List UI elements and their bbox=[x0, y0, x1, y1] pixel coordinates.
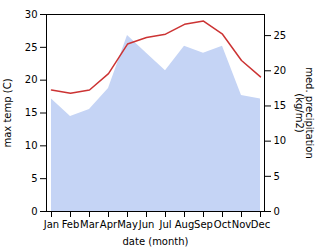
svg-text:Jan: Jan bbox=[43, 219, 59, 230]
svg-text:Sep: Sep bbox=[194, 219, 213, 230]
svg-text:0: 0 bbox=[31, 206, 37, 217]
svg-text:med. precipitation(kg/m2): med. precipitation(kg/m2) bbox=[294, 67, 315, 159]
svg-text:15: 15 bbox=[274, 100, 287, 111]
svg-text:Mar: Mar bbox=[80, 219, 100, 230]
svg-text:10: 10 bbox=[274, 135, 287, 146]
svg-text:Jun: Jun bbox=[138, 219, 155, 230]
svg-text:May: May bbox=[117, 219, 138, 230]
svg-text:10: 10 bbox=[25, 140, 38, 151]
svg-text:max temp (C): max temp (C) bbox=[2, 78, 13, 147]
svg-text:Nov: Nov bbox=[232, 219, 252, 230]
svg-text:20: 20 bbox=[274, 65, 287, 76]
svg-text:30: 30 bbox=[25, 9, 38, 20]
svg-text:Dec: Dec bbox=[251, 219, 270, 230]
svg-text:15: 15 bbox=[25, 107, 38, 118]
svg-text:Feb: Feb bbox=[62, 219, 80, 230]
svg-text:Jul: Jul bbox=[158, 219, 171, 230]
svg-text:25: 25 bbox=[25, 42, 38, 53]
svg-text:Aug: Aug bbox=[175, 219, 195, 230]
svg-text:0: 0 bbox=[274, 206, 280, 217]
svg-text:5: 5 bbox=[274, 171, 280, 182]
svg-text:25: 25 bbox=[274, 30, 287, 41]
svg-text:Apr: Apr bbox=[100, 219, 118, 230]
svg-text:Oct: Oct bbox=[214, 219, 231, 230]
svg-text:5: 5 bbox=[31, 173, 37, 184]
svg-text:date (month): date (month) bbox=[123, 236, 189, 247]
svg-text:20: 20 bbox=[25, 74, 38, 85]
